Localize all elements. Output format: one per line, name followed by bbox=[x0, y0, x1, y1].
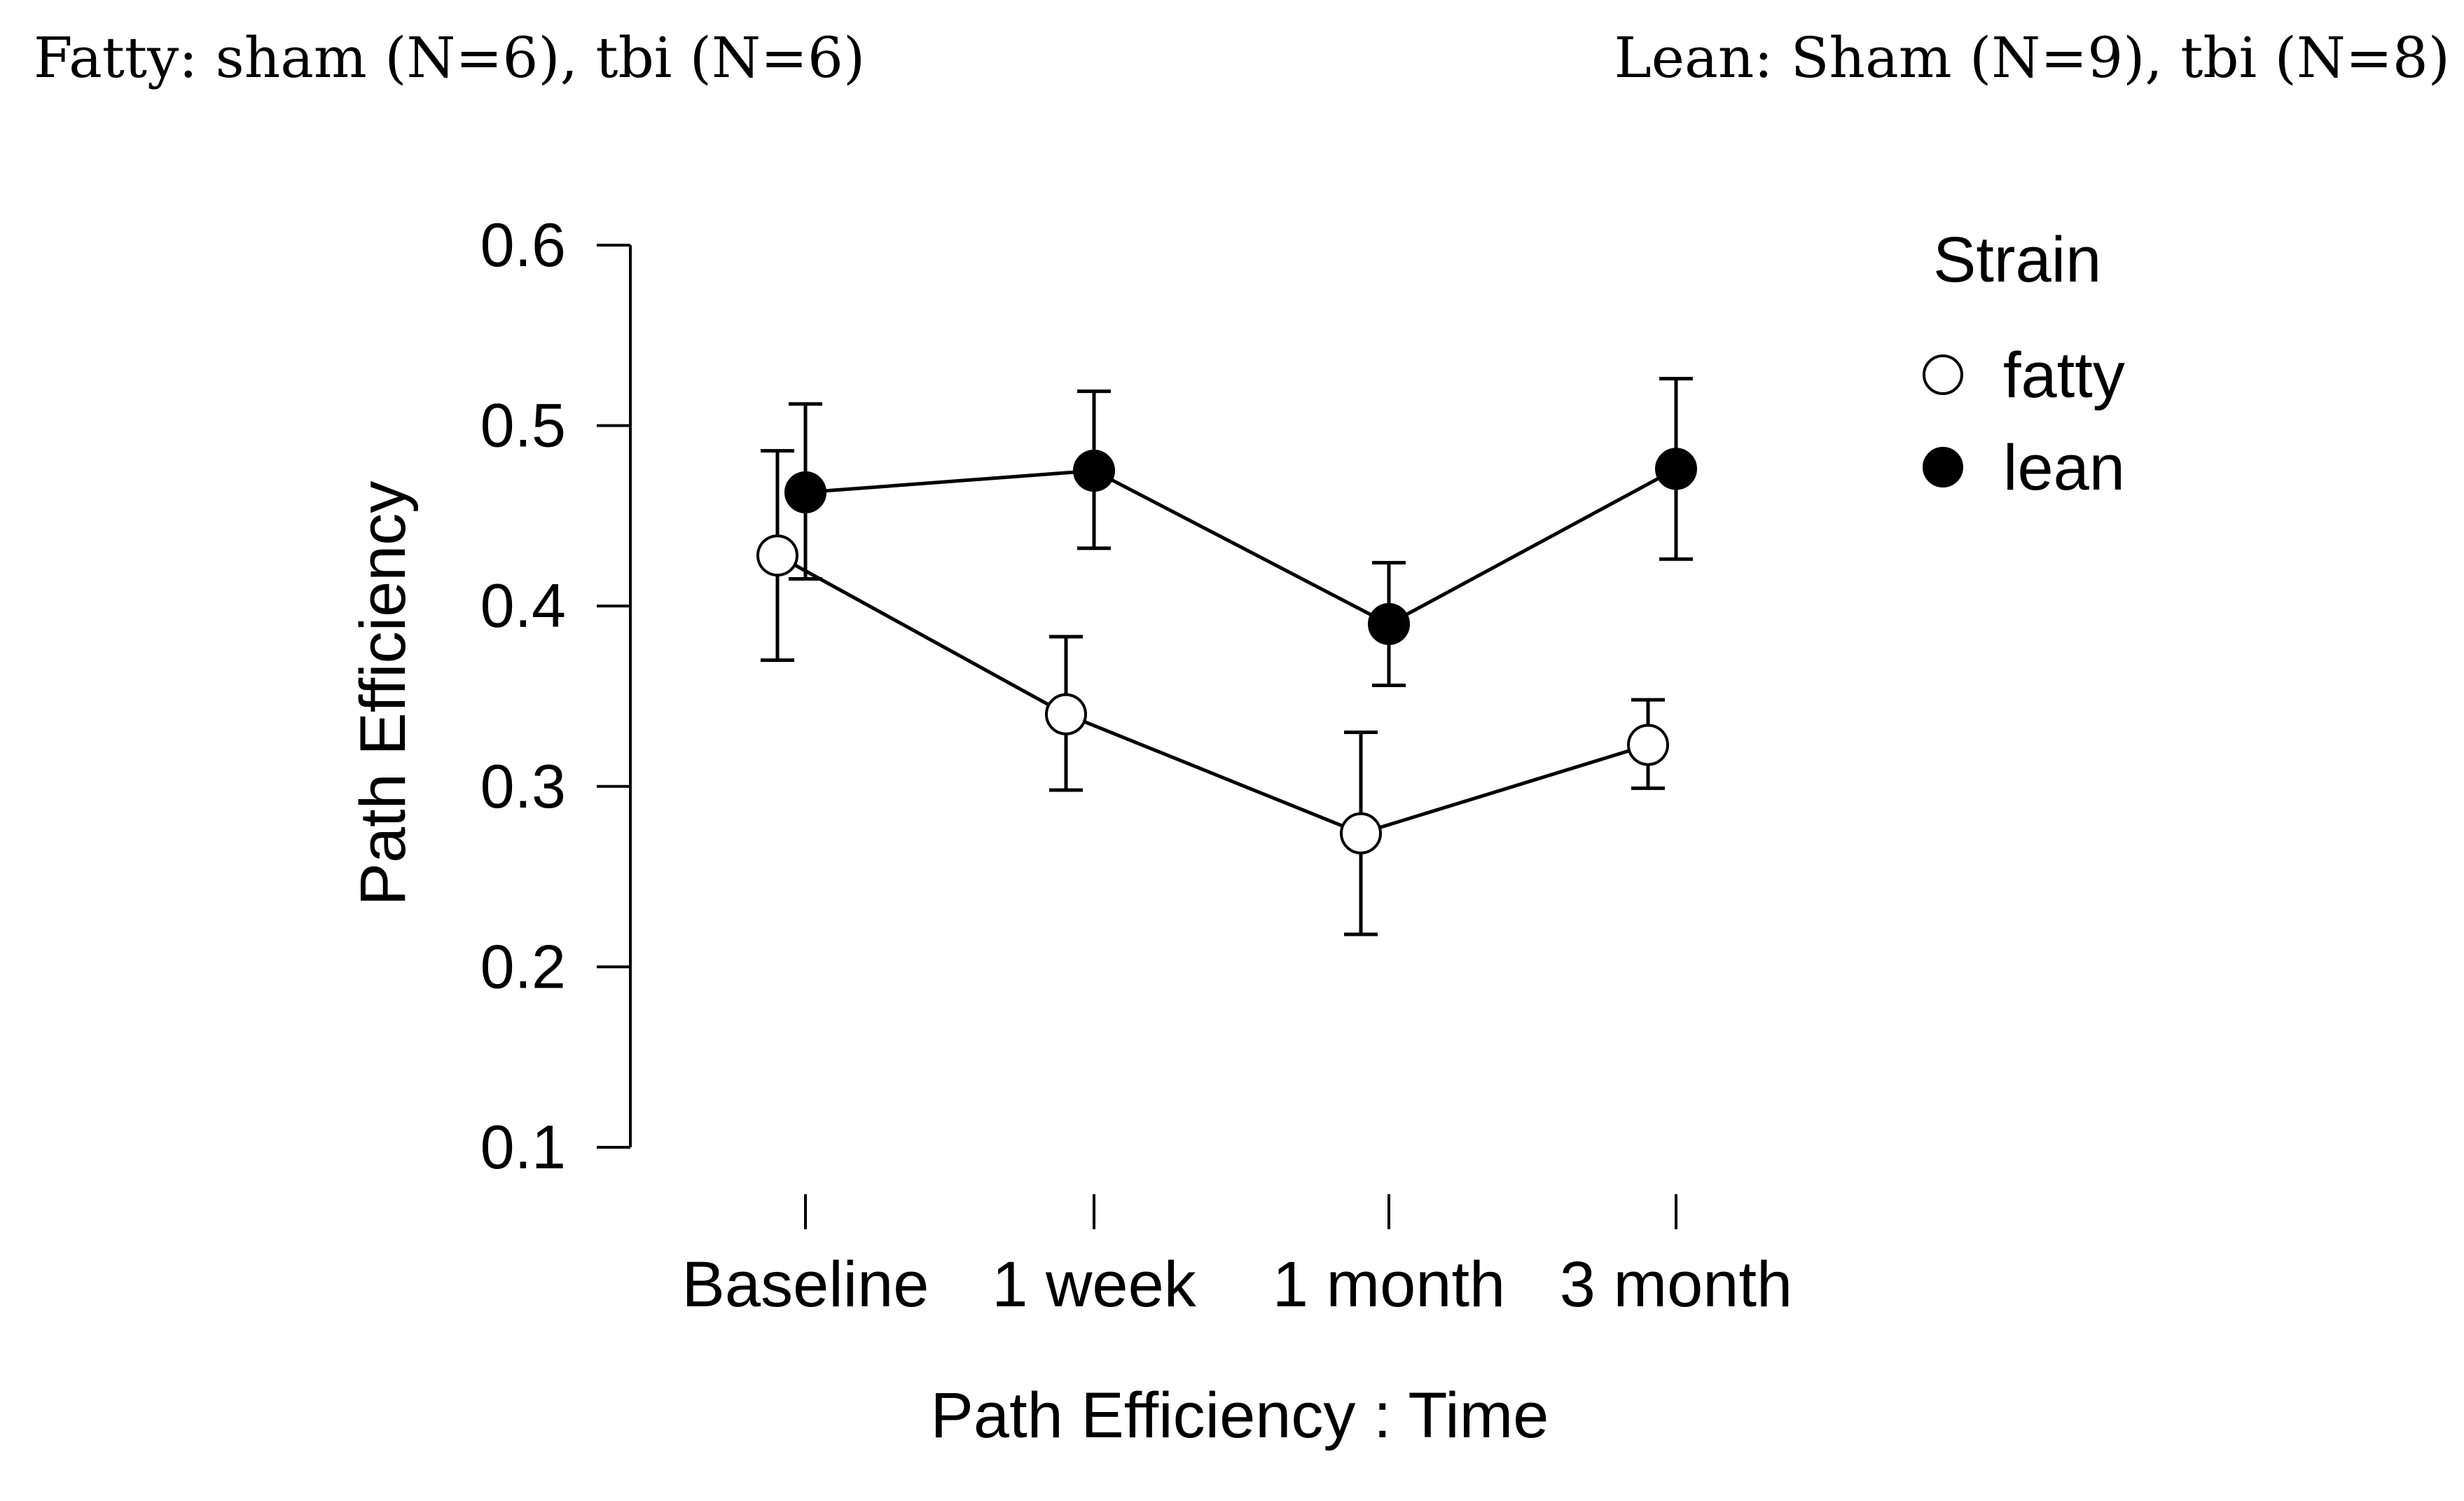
data-point-fatty bbox=[1627, 724, 1669, 766]
y-tick-label: 0.5 bbox=[480, 391, 566, 460]
legend-item-lean: lean bbox=[1923, 432, 2125, 504]
series-layer bbox=[756, 377, 1697, 936]
legend-item-fatty: fatty bbox=[1923, 340, 2125, 411]
x-tick-label: 1 month bbox=[1273, 1249, 1505, 1320]
series-lean bbox=[784, 377, 1697, 688]
caption-fatty-group-sizes: Fatty: sham (N=6), tbi (N=6) bbox=[34, 25, 866, 90]
y-tick-label: 0.3 bbox=[480, 752, 566, 821]
data-point-fatty bbox=[1340, 812, 1382, 855]
legend-label-lean: lean bbox=[2003, 432, 2125, 504]
legend-marker-fatty bbox=[1923, 354, 1963, 395]
x-tick-label: Baseline bbox=[682, 1249, 929, 1320]
caption-lean-group-sizes: Lean: Sham (N=9), tbi (N=8) bbox=[1614, 25, 2450, 90]
data-point-fatty bbox=[756, 534, 798, 577]
series-line-lean bbox=[805, 467, 1677, 626]
x-axis-title: Path Efficiency : Time bbox=[931, 1380, 1549, 1451]
data-point-lean bbox=[1368, 602, 1410, 645]
data-point-lean bbox=[1655, 448, 1697, 490]
series-fatty bbox=[756, 449, 1669, 936]
y-tick-label: 0.4 bbox=[480, 571, 566, 640]
x-tick-label: 3 month bbox=[1560, 1249, 1792, 1320]
legend-marker-lean bbox=[1923, 447, 1963, 487]
legend-label-fatty: fatty bbox=[2003, 340, 2125, 411]
y-axis-title: Path Efficiency bbox=[347, 481, 419, 906]
legend: Strain fatty lean bbox=[1923, 224, 2125, 504]
data-point-fatty bbox=[1045, 693, 1087, 735]
y-tick-label: 0.6 bbox=[480, 210, 566, 279]
x-axis: Baseline 1 week 1 month 3 month bbox=[682, 1194, 1792, 1320]
y-tick-label: 0.2 bbox=[480, 932, 566, 1001]
data-point-lean bbox=[784, 471, 826, 513]
legend-title: Strain bbox=[1933, 224, 2101, 296]
series-line-fatty bbox=[776, 553, 1649, 836]
x-tick-label: 1 week bbox=[992, 1249, 1196, 1320]
y-tick-label: 0.1 bbox=[480, 1112, 566, 1182]
data-point-lean bbox=[1073, 450, 1115, 492]
y-axis: 0.1 0.2 0.3 0.4 0.5 0.6 bbox=[480, 210, 632, 1182]
